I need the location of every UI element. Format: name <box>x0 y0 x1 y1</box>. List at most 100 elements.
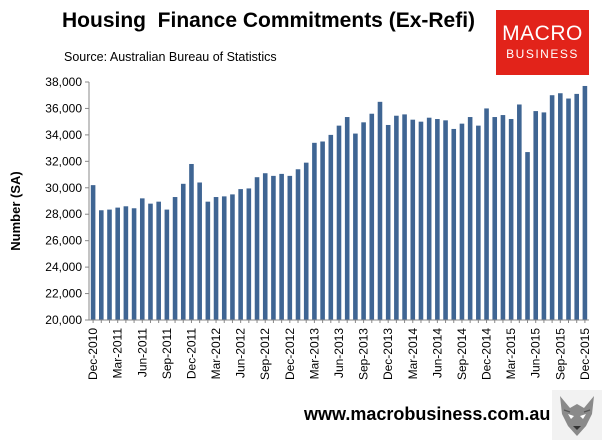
y-tick-label: 26,000 <box>45 234 82 248</box>
chart-subtitle: Source: Australian Bureau of Statistics <box>64 50 277 64</box>
bar <box>295 169 301 320</box>
x-tick-label: Mar-2013 <box>307 328 321 380</box>
x-tick-label: Jun-2011 <box>135 328 149 377</box>
x-tick-label: Dec-2014 <box>480 328 494 380</box>
x-tick-label: Dec-2015 <box>578 328 592 380</box>
x-tick-label: Dec-2011 <box>184 328 198 379</box>
bar <box>131 208 137 320</box>
bar <box>123 206 129 320</box>
bar <box>377 101 383 320</box>
x-tick-label: Sep-2015 <box>553 328 567 380</box>
bar <box>476 125 481 320</box>
x-tick-label: Jun-2013 <box>332 328 346 378</box>
logo-line-2: BUSINESS <box>506 47 579 61</box>
y-tick-label: 32,000 <box>45 154 82 168</box>
x-tick-label: Sep-2012 <box>258 328 272 380</box>
bar <box>139 198 145 320</box>
bar <box>517 104 522 320</box>
x-tick-label: Mar-2015 <box>504 328 518 380</box>
bar <box>443 120 448 320</box>
macrobusiness-logo[interactable]: MACRO BUSINESS <box>496 10 589 75</box>
x-tick-label: Sep-2014 <box>455 328 469 380</box>
bar <box>353 133 358 320</box>
x-tick-label: Dec-2012 <box>283 328 297 380</box>
bar <box>262 173 268 320</box>
chart-title: Housing Finance Commitments (Ex-Refi) <box>62 9 476 32</box>
x-tick-label: Mar-2014 <box>406 328 420 380</box>
bar <box>164 209 170 320</box>
bar <box>180 183 186 320</box>
bar <box>148 203 153 320</box>
bar <box>271 175 276 320</box>
bar <box>533 111 539 320</box>
x-tick-label: Jun-2014 <box>430 328 444 378</box>
y-tick-label: 28,000 <box>45 207 82 221</box>
bar <box>156 201 161 320</box>
bar <box>107 209 112 320</box>
x-tick-label: Dec-2013 <box>381 328 395 380</box>
wolf-mascot-icon <box>552 390 602 440</box>
bar <box>172 197 178 320</box>
bar <box>279 173 284 320</box>
y-tick-label: 20,000 <box>45 313 82 327</box>
bar <box>336 125 342 320</box>
y-tick-label: 22,000 <box>45 287 82 301</box>
bar <box>541 112 547 320</box>
bar <box>287 175 293 320</box>
bar <box>385 124 391 320</box>
bar <box>238 189 243 320</box>
bar <box>254 177 260 320</box>
bar <box>213 197 219 320</box>
bar <box>418 121 424 320</box>
bar <box>99 210 104 320</box>
bar <box>361 122 366 320</box>
bar <box>320 141 325 320</box>
bar <box>582 85 588 320</box>
bar <box>189 163 194 320</box>
x-tick-label: Mar-2011 <box>111 328 125 379</box>
bar <box>205 201 211 320</box>
bar <box>492 117 498 320</box>
bar <box>426 117 432 320</box>
bar <box>344 117 350 320</box>
bar <box>221 196 227 320</box>
x-tick-label: Jun-2012 <box>234 328 248 378</box>
bar <box>394 115 399 320</box>
bar <box>303 162 309 320</box>
bar <box>90 185 96 320</box>
bar <box>312 142 317 320</box>
bar <box>467 117 473 320</box>
x-tick-label: Jun-2015 <box>529 328 543 378</box>
bar <box>574 93 579 321</box>
bar <box>402 114 407 320</box>
logo-line-1: MACRO <box>502 22 583 45</box>
y-tick-label: 24,000 <box>45 260 82 274</box>
bar <box>549 95 555 320</box>
bar <box>558 93 563 321</box>
y-axis-label: Number (SA) <box>8 171 23 250</box>
x-tick-label: Sep-2013 <box>357 328 371 380</box>
y-tick-label: 30,000 <box>45 181 82 195</box>
y-tick-label: 38,000 <box>45 75 82 89</box>
bar <box>230 194 235 320</box>
x-tick-label: Mar-2012 <box>209 328 223 380</box>
bar <box>410 119 416 321</box>
bar <box>451 128 457 320</box>
bar <box>197 182 202 320</box>
website-url[interactable]: www.macrobusiness.com.au <box>304 404 551 424</box>
x-tick-label: Sep-2011 <box>160 328 174 379</box>
bar <box>246 188 252 320</box>
y-tick-label: 36,000 <box>45 101 82 115</box>
bar <box>500 115 506 320</box>
bar <box>508 119 514 321</box>
bar <box>459 123 465 321</box>
bar <box>369 113 375 320</box>
x-tick-label: Dec-2010 <box>86 328 100 380</box>
y-tick-label: 34,000 <box>45 128 82 142</box>
bar <box>328 134 334 320</box>
bar <box>484 108 489 320</box>
bar <box>435 119 440 321</box>
bar <box>566 98 571 320</box>
bar <box>115 207 120 320</box>
